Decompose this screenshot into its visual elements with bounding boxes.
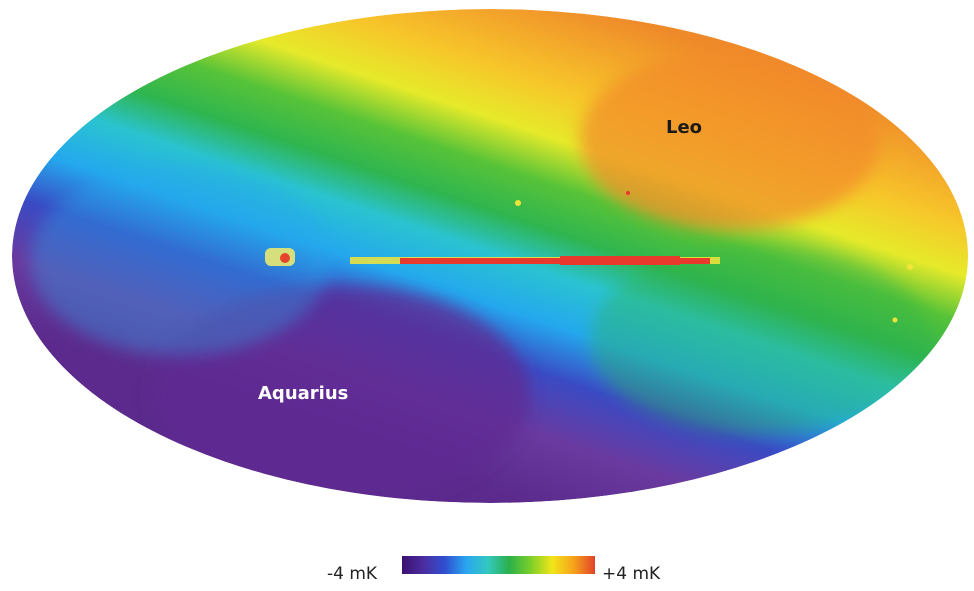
- label-aquarius: Aquarius: [258, 383, 349, 404]
- scale-min-label: -4 mK: [327, 564, 378, 584]
- label-leo: Leo: [666, 117, 703, 138]
- scale-max-label: +4 mK: [602, 564, 661, 584]
- color-scale-bar: [402, 556, 595, 574]
- galactic-plane: [265, 191, 913, 323]
